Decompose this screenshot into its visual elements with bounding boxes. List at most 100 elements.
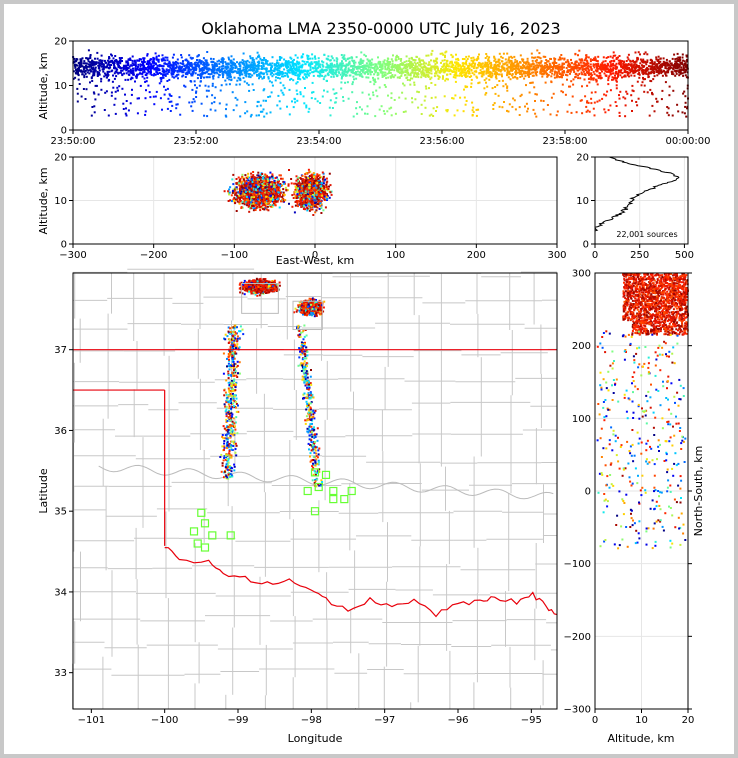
time-source-point [465,71,468,74]
ew-source-point [252,201,255,204]
time-source-point [369,71,372,74]
time-source-point [195,96,198,98]
time-source-point [495,71,498,74]
time-source-point [156,72,159,75]
time-source-point [142,63,145,66]
time-source-point [226,70,229,73]
time-source-point [547,60,550,63]
time-source-point [279,72,282,75]
time-source-point [507,59,510,62]
time-source-point [411,69,414,72]
time-source-point [624,104,627,107]
time-source-point [540,60,543,63]
time-source-point [147,63,150,66]
time-source-point [152,66,154,68]
time-source-point [618,63,621,66]
time-source-point [258,75,261,78]
time-source-point [615,80,618,83]
time-source-point [202,57,205,60]
time-source-point [147,84,150,87]
time-source-point [539,61,542,64]
time-source-point [330,75,333,78]
time-source-point [311,53,314,56]
time-source-point [298,75,301,77]
time-source-point [413,81,416,84]
time-source-point [664,81,667,84]
time-source-point [287,71,290,74]
time-source-point [465,61,467,64]
time-source-point [155,68,158,71]
time-source-point [416,65,419,68]
time-source-point [321,74,323,77]
time-source-point [418,69,421,72]
time-source-point [587,73,590,76]
time-source-point [283,68,286,71]
time-source-point [210,72,213,75]
time-source-point [202,68,205,71]
time-source-point [589,76,592,79]
time-source-point [205,60,208,63]
time-source-point [202,61,205,64]
time-source-point [80,95,83,98]
time-source-point [207,89,210,92]
time-source-point [294,101,297,104]
time-source-point [639,62,642,65]
time-source-point [158,82,161,85]
time-source-point [217,76,220,79]
y-tick-label: 0 [61,126,67,137]
time-source-point [606,90,609,93]
time-source-point [83,76,86,79]
time-source-point [603,93,606,96]
time-source-point [386,68,389,71]
time-source-point [450,53,453,56]
time-source-point [642,76,644,79]
time-source-point [676,64,679,67]
time-source-point [494,86,497,88]
time-source-point [183,65,186,67]
time-source-point [553,59,556,62]
time-source-point [93,105,96,108]
time-source-point [590,91,593,94]
ew-source-point [293,193,296,196]
time-source-point [467,65,470,68]
time-source-point [631,89,634,92]
ew-source-point [265,178,268,181]
time-source-point [458,68,461,71]
time-source-point [400,58,403,60]
time-source-point [539,69,542,71]
time-source-point [231,62,234,64]
time-source-point [79,59,82,62]
time-source-point [290,77,293,80]
time-source-point [585,56,588,58]
ew-source-point [294,204,297,207]
time-source-point [117,60,120,63]
time-source-point [574,63,577,66]
time-source-point [609,89,612,92]
time-source-point [470,68,473,71]
time-source-point [245,69,248,72]
time-source-point [306,57,309,60]
time-source-point [227,74,230,76]
time-source-point [92,70,95,73]
time-source-point [508,71,511,74]
time-source-point [215,68,218,71]
time-source-point [585,54,588,57]
time-source-point [535,115,538,118]
time-source-point [682,59,685,62]
time-source-point [297,69,299,72]
time-source-point [250,66,253,69]
time-source-point [684,63,687,66]
time-source-point [532,108,535,111]
time-source-point [562,62,565,65]
time-source-point [368,62,371,65]
time-source-point [638,71,641,74]
time-source-point [141,72,144,75]
time-source-point [262,108,265,111]
time-source-point [317,66,319,69]
time-source-point [396,68,399,70]
time-source-point [85,65,88,68]
time-source-point [125,66,128,68]
time-source-point [297,63,300,66]
time-source-point [422,62,425,65]
time-source-point [139,67,142,70]
